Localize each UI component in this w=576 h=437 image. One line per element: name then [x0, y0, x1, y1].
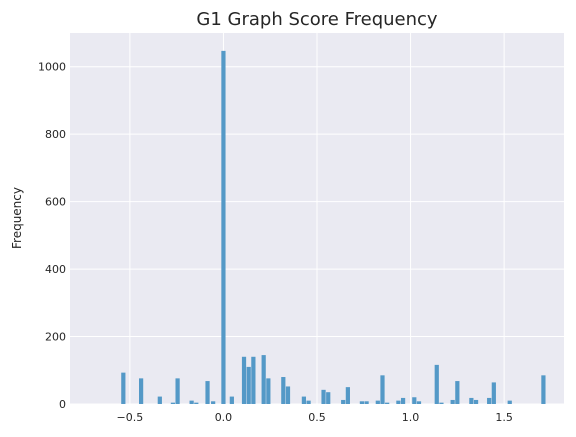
histogram-bar — [400, 397, 406, 404]
histogram-bar — [211, 401, 216, 404]
y-tick-label: 200 — [45, 331, 66, 344]
histogram-bar — [194, 402, 199, 404]
histogram-bar — [507, 400, 512, 404]
histogram-bar — [261, 355, 266, 404]
y-axis-label: Frequency — [10, 187, 24, 249]
y-tick-labels: 0 200 400 600 800 1000 — [38, 61, 66, 411]
chart-title: G1 Graph Score Frequency — [196, 9, 438, 30]
histogram-bar — [306, 400, 311, 404]
histogram-bar — [321, 389, 326, 404]
y-tick-label: 0 — [59, 398, 66, 411]
histogram-bar — [473, 399, 479, 404]
y-tick-label: 1000 — [38, 61, 66, 74]
histogram-bar — [450, 399, 455, 404]
histogram-bar — [301, 396, 307, 404]
x-tick-labels: −0.5 0.0 0.5 1.0 1.5 — [117, 411, 513, 424]
histogram-bar — [491, 382, 496, 404]
y-tick-label: 400 — [45, 263, 66, 276]
histogram-bar — [364, 401, 369, 404]
x-tick-label: 1.5 — [495, 411, 513, 424]
histogram-bar — [157, 396, 162, 404]
histogram-bar — [439, 402, 444, 404]
y-tick-label: 800 — [45, 128, 66, 141]
histogram-bar — [455, 381, 460, 404]
histogram-bar — [175, 378, 180, 404]
histogram-bar — [541, 375, 546, 404]
x-tick-label: 1.0 — [402, 411, 420, 424]
histogram-bar — [326, 392, 331, 404]
histogram-bar — [229, 396, 234, 404]
histogram-bar — [396, 400, 401, 404]
x-tick-label: −0.5 — [117, 411, 144, 424]
x-tick-label: 0.5 — [308, 411, 326, 424]
histogram-bar — [121, 372, 126, 404]
histogram-bar — [434, 364, 439, 404]
histogram-bar — [205, 381, 210, 404]
histogram-bar — [385, 402, 390, 404]
histogram-bar — [487, 397, 492, 404]
histogram-bar — [241, 356, 247, 404]
histogram-bar — [221, 50, 226, 404]
histogram-bar — [380, 375, 385, 404]
histogram-bar — [359, 401, 365, 404]
histogram-bar — [416, 401, 422, 404]
histogram-bar — [469, 397, 474, 404]
histogram-bar — [189, 400, 194, 404]
histogram-bar — [345, 387, 350, 404]
histogram-bar — [251, 356, 256, 404]
histogram-bar — [246, 366, 251, 404]
histogram-bar — [375, 400, 380, 404]
histogram-bar — [281, 377, 286, 404]
histogram-bar — [412, 397, 417, 404]
histogram-bar — [266, 378, 271, 404]
histogram-bar — [341, 399, 346, 404]
histogram-bar — [170, 402, 176, 404]
histogram-bar — [285, 386, 291, 404]
histogram-bar — [139, 378, 144, 404]
bars — [121, 50, 546, 404]
x-tick-label: 0.0 — [215, 411, 233, 424]
y-tick-label: 600 — [45, 196, 66, 209]
